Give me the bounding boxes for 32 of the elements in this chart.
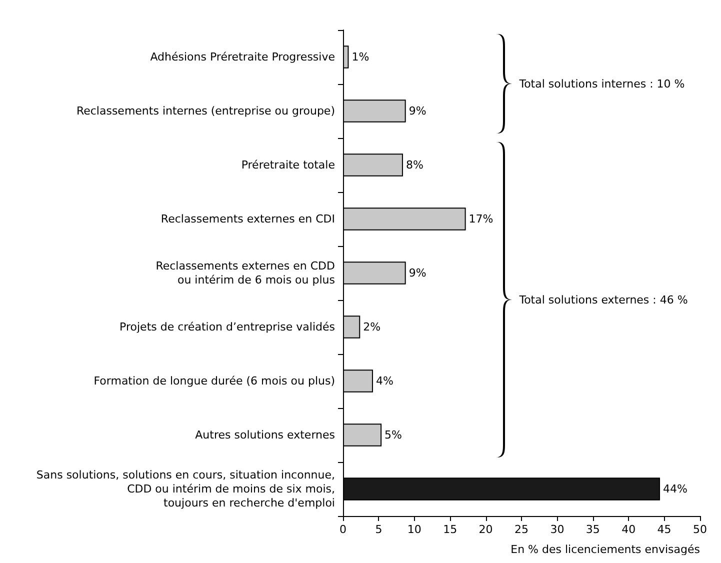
data-label: 5%	[384, 428, 402, 442]
y-tick-label: Projets de création d’entreprise validés	[120, 320, 336, 334]
y-tick-label: Formation de longue durée (6 mois ou plus)	[94, 374, 335, 388]
data-label: 9%	[408, 266, 426, 280]
data-label: 2%	[363, 320, 381, 334]
x-tick-label: 50	[693, 523, 707, 536]
y-tick-label: Préretraite totale	[241, 158, 336, 172]
x-tick-label: 5	[375, 523, 382, 536]
data-label: 1%	[352, 50, 370, 64]
x-tick-label: 15	[443, 523, 458, 536]
y-tick-label: Reclassements internes (entreprise ou groupe)	[76, 104, 335, 118]
x-tick-label: 25	[514, 523, 528, 536]
y-tick-label: Autres solutions externes	[195, 428, 336, 442]
data-label: 17%	[468, 212, 494, 226]
y-tick-label: Reclassements externes en CDI	[160, 212, 335, 226]
annotation: Total solutions externes : 46 %	[518, 294, 688, 306]
x-tick-label: 0	[340, 523, 346, 536]
x-tick-label: 35	[586, 523, 600, 536]
data-label: 8%	[406, 158, 424, 172]
x-tick-label: 45	[657, 523, 672, 536]
x-axis-title: En % des licenciements envisagés	[510, 543, 700, 556]
data-label: 4%	[376, 374, 394, 388]
data-label: 44%	[663, 482, 688, 496]
y-tick-label: Adhésions Préretraite Progressive	[150, 50, 336, 64]
x-tick-label: 30	[550, 523, 564, 536]
x-tick-label: 10	[407, 523, 422, 536]
x-tick-label: 20	[478, 523, 493, 536]
y-tick-label: Sans solutions, solutions en cours, situation inconnue, CDD ou intérim de moins de six mois, toujours en recherche d'emploi	[36, 468, 335, 510]
data-label: 9%	[408, 104, 426, 118]
y-tick-label: Reclassements externes en CDD ou intérim de 6 mois ou plus	[156, 260, 336, 286]
annotation: Total solutions internes : 10 %	[518, 78, 685, 90]
x-tick-label: 40	[622, 523, 636, 536]
